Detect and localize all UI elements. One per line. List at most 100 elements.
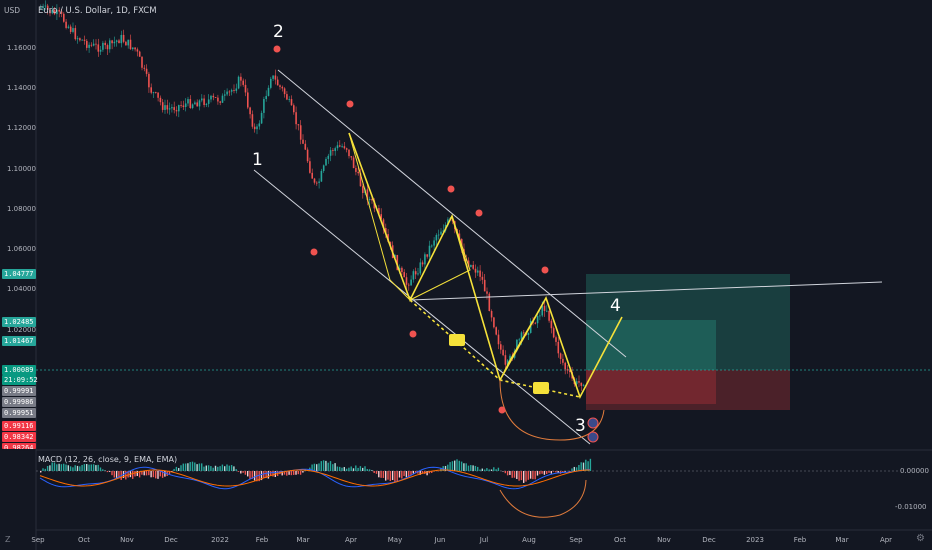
macd-bar (396, 471, 398, 482)
candle (378, 208, 380, 215)
macd-indicator-title[interactable]: MACD (12, 26, close, 9, EMA, EMA) (38, 455, 178, 464)
macd-bar (161, 471, 164, 478)
macd-bar (175, 466, 178, 471)
candle (86, 40, 88, 48)
price-tag: 0.99991 (2, 386, 36, 396)
candle (102, 42, 104, 50)
macd-bar (217, 466, 219, 471)
macd-bar (313, 463, 316, 471)
macd-bar (72, 467, 74, 471)
candle (249, 107, 251, 115)
candle (332, 150, 334, 152)
macd-bar (343, 467, 345, 471)
macd-bar (525, 471, 527, 482)
candle (470, 264, 472, 267)
candle (237, 76, 240, 89)
candle (536, 316, 539, 324)
candle (283, 88, 286, 95)
price-tag: 1.01467 (2, 336, 36, 346)
macd-bar (249, 471, 251, 480)
macd-bar (207, 465, 210, 471)
candle (136, 49, 139, 52)
candle (201, 98, 203, 101)
candle (329, 150, 332, 156)
candle (69, 26, 72, 32)
macd-bar (155, 471, 157, 479)
candle (382, 219, 385, 229)
macd-bar (290, 471, 293, 476)
candle (417, 273, 419, 275)
candle (575, 381, 578, 385)
candle (582, 384, 585, 386)
macd-bar (460, 461, 463, 471)
candle (290, 99, 293, 106)
time-axis-label: Nov (120, 536, 134, 544)
macd-bar (104, 470, 106, 471)
macd-bar (523, 471, 525, 483)
candle (394, 254, 396, 259)
candle (477, 270, 479, 273)
macd-bar (97, 464, 99, 471)
macd-bar (159, 471, 161, 477)
macd-bar (184, 463, 187, 471)
macd-bar (543, 471, 546, 475)
macd-bar (511, 471, 513, 478)
zoom-icon[interactable]: Z (5, 535, 11, 544)
candle (497, 334, 500, 345)
macd-bar (345, 468, 348, 471)
price-axis-label: 1.02000 (7, 326, 36, 334)
macd-bar (219, 466, 221, 471)
macd-bar (235, 469, 237, 471)
candle (42, 6, 44, 8)
candle (325, 158, 327, 166)
candle (488, 293, 491, 312)
symbol-title[interactable]: Euro / U.S. Dollar, 1D, FXCM (38, 6, 157, 16)
candle (127, 39, 129, 46)
macd-bar (527, 471, 529, 480)
candle (122, 34, 125, 42)
macd-bar (201, 463, 203, 471)
candle (569, 370, 571, 372)
candle (541, 305, 543, 316)
macd-bar (198, 463, 201, 471)
time-axis-label: Mar (296, 536, 310, 544)
macd-bar (189, 462, 191, 471)
macd-bar (329, 461, 332, 471)
macd-bar (339, 466, 341, 471)
candle (210, 95, 212, 100)
macd-bar (152, 471, 155, 478)
long-target-zone-inner (586, 320, 716, 370)
price-tag: 21:09:52 (2, 375, 38, 385)
candle (233, 90, 235, 91)
macd-bar (481, 468, 483, 471)
candle (345, 148, 348, 150)
candle (299, 125, 302, 140)
candle (341, 146, 343, 147)
candle (442, 230, 445, 232)
macd-bar (171, 471, 173, 472)
macd-bar (366, 469, 368, 471)
time-axis-label: Feb (793, 536, 807, 544)
candle (396, 254, 399, 271)
macd-bar (336, 466, 339, 471)
candle (115, 40, 118, 42)
macd-histogram (40, 458, 592, 483)
macd-bar (509, 471, 511, 475)
macd-bar (270, 471, 272, 476)
settings-gear-icon[interactable]: ⚙ (916, 533, 925, 544)
candle (161, 102, 164, 110)
macd-bar (548, 471, 550, 473)
macd-bar (465, 463, 467, 471)
candle (421, 262, 424, 265)
macd-bar (288, 471, 290, 475)
candle (253, 126, 256, 130)
flag-icon (587, 431, 599, 443)
candle (419, 262, 422, 274)
candle (109, 40, 111, 50)
candle (240, 76, 242, 81)
macd-bar (483, 469, 486, 471)
candle (182, 105, 185, 107)
event-icon (346, 100, 354, 108)
macd-bar (115, 471, 118, 478)
